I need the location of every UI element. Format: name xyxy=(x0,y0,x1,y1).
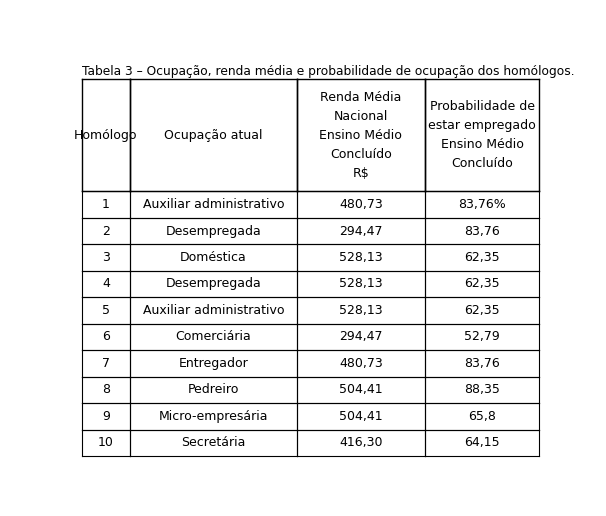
Text: Pedreiro: Pedreiro xyxy=(188,383,239,396)
Text: Micro-empresária: Micro-empresária xyxy=(159,410,268,423)
Text: 83,76: 83,76 xyxy=(464,357,500,370)
Text: Ocupação atual: Ocupação atual xyxy=(164,128,262,141)
Text: Renda Média
Nacional
Ensino Médio
Concluído
R$: Renda Média Nacional Ensino Médio Conclu… xyxy=(319,91,402,180)
Text: Auxiliar administrativo: Auxiliar administrativo xyxy=(142,304,284,317)
Text: 480,73: 480,73 xyxy=(339,198,383,211)
Text: Homólogo: Homólogo xyxy=(74,128,138,141)
Text: 83,76: 83,76 xyxy=(464,224,500,237)
Text: 5: 5 xyxy=(102,304,110,317)
Text: 528,13: 528,13 xyxy=(339,278,382,291)
Text: 62,35: 62,35 xyxy=(464,278,500,291)
Text: 10: 10 xyxy=(98,437,114,449)
Text: 65,8: 65,8 xyxy=(468,410,496,423)
Text: Entregador: Entregador xyxy=(179,357,248,370)
Text: 62,35: 62,35 xyxy=(464,251,500,264)
Text: 62,35: 62,35 xyxy=(464,304,500,317)
Text: 88,35: 88,35 xyxy=(464,383,500,396)
Text: 6: 6 xyxy=(102,330,110,344)
Text: 1: 1 xyxy=(102,198,110,211)
Text: 294,47: 294,47 xyxy=(339,224,382,237)
Text: 83,76%: 83,76% xyxy=(458,198,506,211)
Text: 4: 4 xyxy=(102,278,110,291)
Text: Comerciária: Comerciária xyxy=(176,330,251,344)
Text: 64,15: 64,15 xyxy=(464,437,500,449)
Text: 9: 9 xyxy=(102,410,110,423)
Text: 294,47: 294,47 xyxy=(339,330,382,344)
Text: 2: 2 xyxy=(102,224,110,237)
Text: Auxiliar administrativo: Auxiliar administrativo xyxy=(142,198,284,211)
Text: 52,79: 52,79 xyxy=(464,330,500,344)
Text: 3: 3 xyxy=(102,251,110,264)
Text: 480,73: 480,73 xyxy=(339,357,383,370)
Text: Desempregada: Desempregada xyxy=(165,224,261,237)
Text: Desempregada: Desempregada xyxy=(165,278,261,291)
Text: Secretária: Secretária xyxy=(181,437,245,449)
Text: 416,30: 416,30 xyxy=(339,437,382,449)
Text: 528,13: 528,13 xyxy=(339,304,382,317)
Text: 8: 8 xyxy=(102,383,110,396)
Text: 7: 7 xyxy=(102,357,110,370)
Text: 504,41: 504,41 xyxy=(339,410,382,423)
Text: 504,41: 504,41 xyxy=(339,383,382,396)
Text: Probabilidade de
estar empregado
Ensino Médio
Concluído: Probabilidade de estar empregado Ensino … xyxy=(428,100,536,170)
Text: 528,13: 528,13 xyxy=(339,251,382,264)
Text: Tabela 3 – Ocupação, renda média e probabilidade de ocupação dos homólogos.: Tabela 3 – Ocupação, renda média e proba… xyxy=(82,65,574,78)
Text: Doméstica: Doméstica xyxy=(180,251,247,264)
